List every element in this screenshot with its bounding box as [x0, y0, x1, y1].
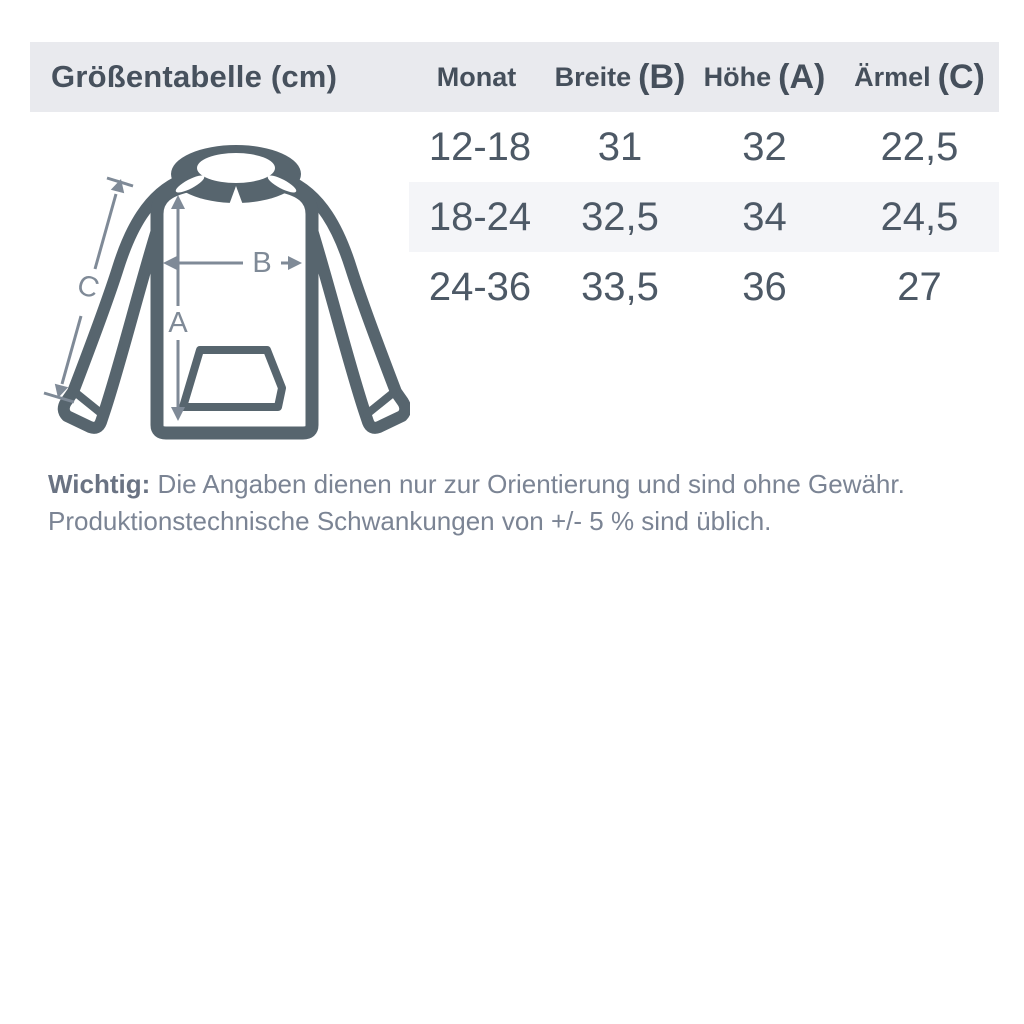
cuff-line: [363, 389, 397, 418]
cuff-line: [72, 389, 106, 418]
dimension-label-b: B: [252, 247, 271, 279]
cell-monat: 24-36: [428, 264, 532, 309]
table-row: 18-24 32,5 34 24,5: [409, 182, 999, 252]
cell-breite: 33,5: [581, 264, 659, 309]
note-label: Wichtig:: [48, 469, 151, 499]
column-header-aermel: Ärmel (C): [840, 42, 999, 112]
table-row: 24-36 33,5 36 27: [409, 252, 999, 322]
cell-aermel: 22,5: [880, 124, 959, 169]
column-header-label: Breite: [554, 61, 632, 92]
cell-breite: 31: [597, 124, 643, 169]
table-header-band: Größentabelle (cm): [30, 42, 999, 112]
dimension-label-c: C: [73, 269, 103, 306]
page-title: Größentabelle (cm): [51, 59, 338, 94]
column-header-breite: Breite (B): [551, 42, 689, 112]
column-header-label: Höhe: [703, 61, 772, 92]
column-header-dim-letter: (C): [937, 57, 985, 96]
dimension-arrow-b: [163, 256, 302, 270]
cell-aermel: 24,5: [880, 194, 959, 239]
important-note: Wichtig: Die Angaben dienen nur zur Orie…: [48, 466, 978, 540]
cell-hoehe: 36: [742, 264, 787, 309]
dimension-arrow-c: [43, 176, 134, 404]
cell-monat: 18-24: [428, 194, 532, 239]
dimension-label-a: A: [168, 307, 188, 339]
note-line-2: Produktionstechnische Schwankungen von +…: [48, 506, 772, 536]
cell-breite: 32,5: [581, 194, 659, 239]
column-header-label: Ärmel: [854, 61, 931, 92]
column-header-label: Monat: [436, 61, 517, 92]
table-column-headers: Monat Breite (B) Höhe (A) Ärmel (C): [409, 42, 999, 112]
dimension-arrow-a: [171, 195, 185, 421]
column-header-hoehe: Höhe (A): [689, 42, 840, 112]
table-row: 12-18 31 32 22,5: [409, 112, 999, 182]
cell-aermel: 27: [897, 264, 942, 309]
hoodie-hood: [171, 145, 301, 205]
column-header-dim-letter: (B): [638, 57, 686, 96]
column-header-monat: Monat: [409, 42, 551, 112]
column-header-dim-letter: (A): [778, 57, 826, 96]
cell-hoehe: 32: [742, 124, 787, 169]
cell-monat: 12-18: [428, 124, 532, 169]
hoodie-pocket: [179, 346, 286, 411]
note-line-1: Die Angaben dienen nur zur Orientierung …: [157, 469, 905, 499]
cell-hoehe: 34: [742, 194, 787, 239]
hoodie-diagram: A B C: [43, 145, 410, 440]
